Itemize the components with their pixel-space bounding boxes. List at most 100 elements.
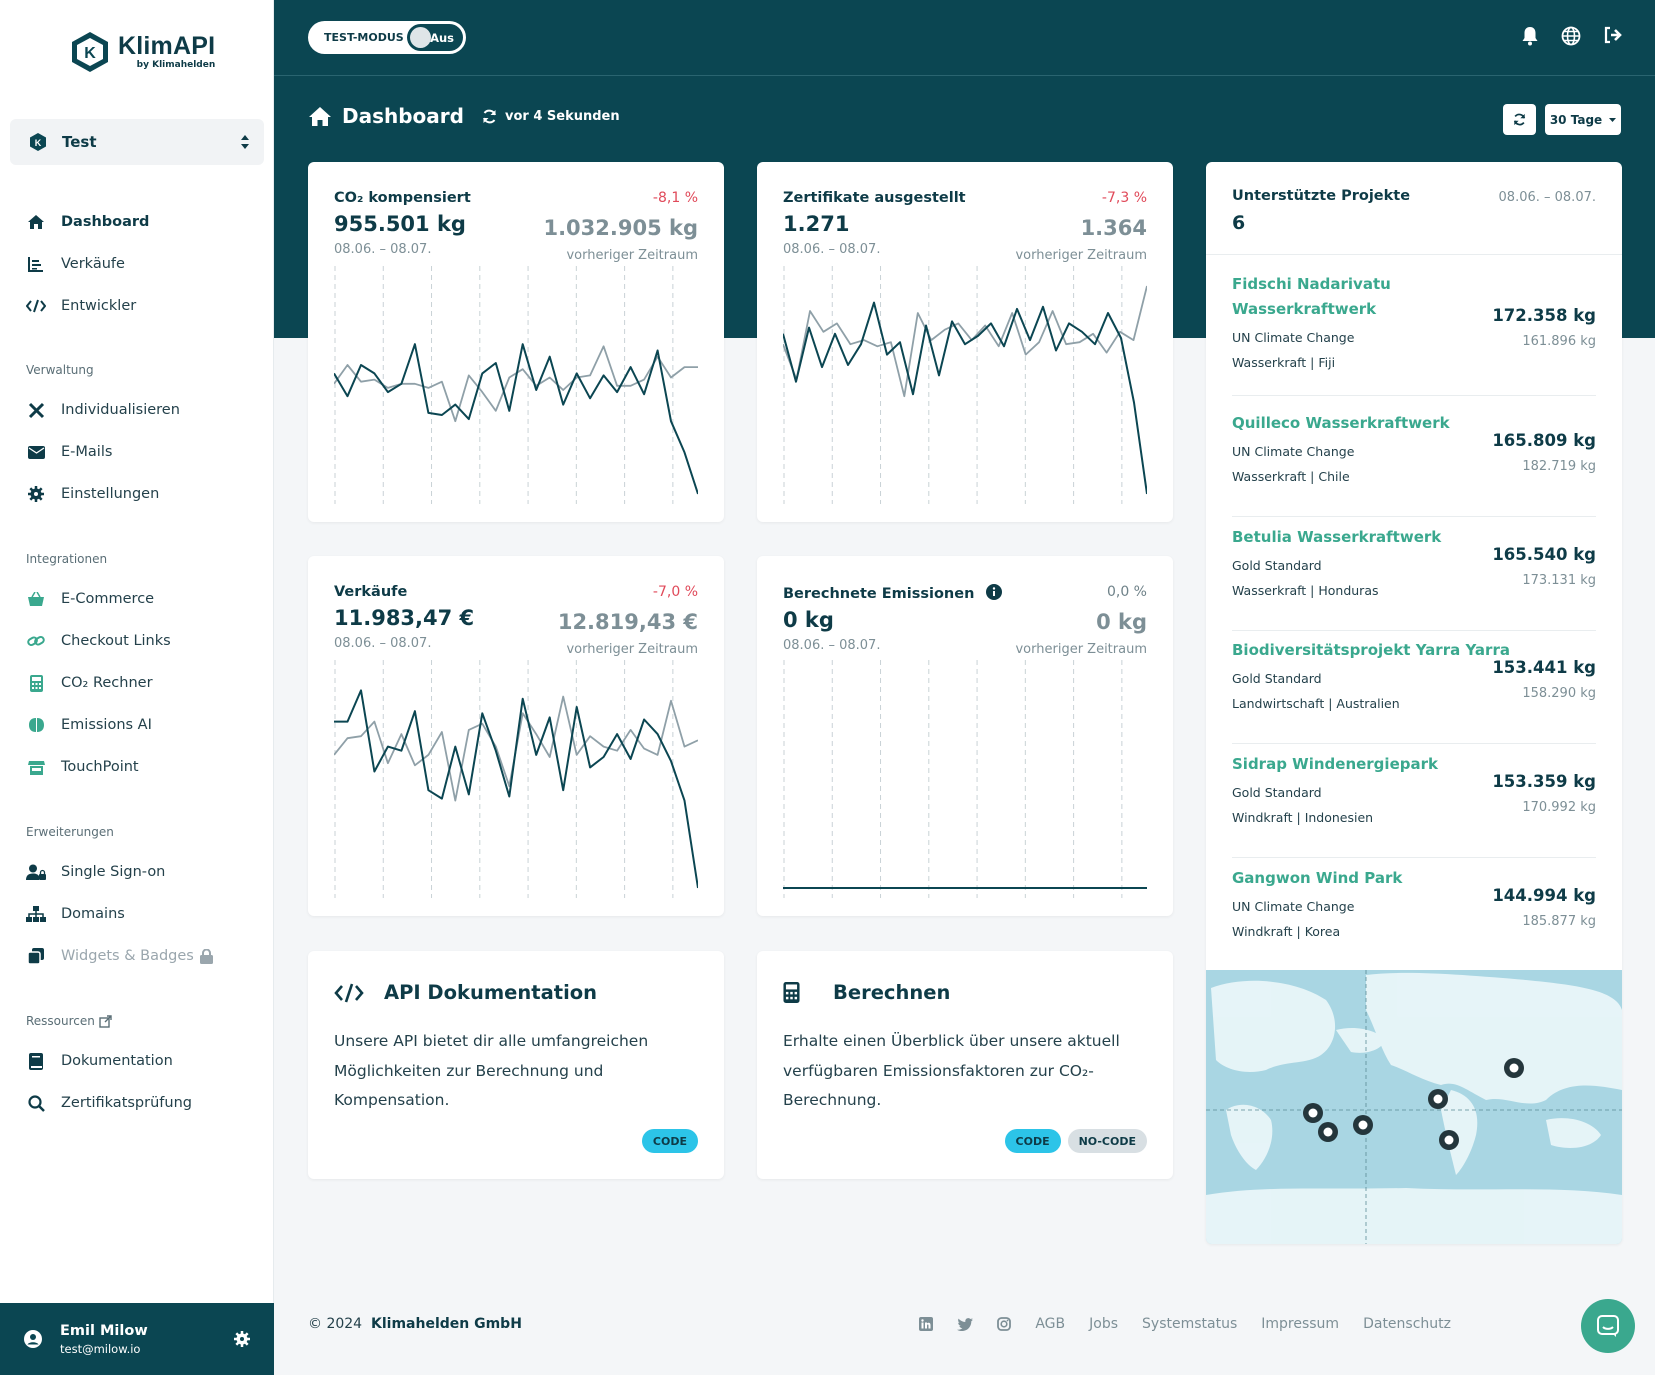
code-icon: [334, 983, 364, 1003]
logo-hexagon-icon: K: [72, 32, 108, 72]
card-text: Erhalte einen Überblick über unsere aktu…: [783, 1032, 1120, 1109]
footer-link-datenschutz[interactable]: Datenschutz: [1363, 1316, 1451, 1332]
series-previous-line: [334, 345, 698, 423]
nav-emails[interactable]: E-Mails: [0, 431, 274, 473]
footer-link-agb[interactable]: AGB: [1035, 1316, 1066, 1332]
instagram-icon[interactable]: [997, 1317, 1012, 1331]
projects-title: Unterstützte Projekte: [1232, 188, 1411, 204]
stat-value: 11.983,47 €: [334, 606, 475, 630]
test-mode-toggle[interactable]: Aus: [407, 24, 463, 51]
sync-icon[interactable]: [482, 109, 497, 124]
user-settings-gear-icon[interactable]: [234, 1331, 250, 1347]
project-item[interactable]: Quilleco Wasserkraftwerk UN Climate Chan…: [1232, 411, 1596, 517]
nav-domains[interactable]: Domains: [0, 893, 274, 935]
nav-label: E-Mails: [61, 444, 113, 460]
nav-zertifikatspruefung[interactable]: Zertifikatsprüfung: [0, 1082, 274, 1124]
section-title: Verwaltung: [26, 363, 94, 377]
nav-co2-rechner[interactable]: CO₂ Rechner: [0, 662, 274, 704]
lock-icon: [199, 948, 213, 964]
date-range-value: 30 Tage: [1549, 112, 1603, 127]
linkedin-icon[interactable]: [919, 1317, 934, 1331]
project-kind: Wasserkraft | Honduras: [1232, 583, 1379, 598]
project-item[interactable]: Biodiversitätsprojekt Yarra Yarra Gold S…: [1232, 638, 1596, 744]
footer-link-systemstatus[interactable]: Systemstatus: [1142, 1316, 1238, 1332]
stat-value: 0 kg: [783, 608, 834, 632]
envelope-icon: [26, 442, 46, 462]
project-selector[interactable]: K Test: [10, 119, 264, 165]
stat-range: 08.06. – 08.07.: [783, 242, 881, 257]
nav-label: Zertifikatsprüfung: [61, 1095, 192, 1111]
nav-verkaeufe[interactable]: Verkäufe: [0, 243, 274, 285]
stat-value: 1.271: [783, 212, 850, 236]
chat-icon: [1597, 1315, 1619, 1337]
globe-icon[interactable]: [1561, 26, 1581, 46]
verkaeufe-line-chart: [334, 660, 698, 898]
map-marker: [1353, 1115, 1373, 1135]
refresh-button[interactable]: [1503, 104, 1536, 135]
project-standard: Gold Standard: [1232, 671, 1322, 686]
nav-single-sign-on[interactable]: Single Sign-on: [0, 851, 274, 893]
test-mode-switch[interactable]: TEST-MODUS Aus: [308, 21, 466, 54]
project-item[interactable]: Fidschi Nadarivatu Wasserkraftwerk UN Cl…: [1232, 272, 1596, 396]
stat-card-co2: CO₂ kompensiert -8,1 % 955.501 kg 1.032.…: [308, 162, 724, 522]
project-name[interactable]: Fidschi Nadarivatu Wasserkraftwerk: [1232, 275, 1391, 318]
clone-icon: [26, 946, 46, 966]
project-item[interactable]: Sidrap Windenergiepark Gold Standard Win…: [1232, 752, 1596, 858]
project-name[interactable]: Gangwon Wind Park: [1232, 869, 1403, 887]
project-item[interactable]: Betulia Wasserkraftwerk Gold Standard Wa…: [1232, 525, 1596, 631]
footer-link-impressum[interactable]: Impressum: [1261, 1316, 1340, 1332]
stat-previous-value: 1.032.905 kg: [543, 216, 698, 240]
emissionen-line-chart: [783, 660, 1147, 898]
copyright-year: © 2024: [308, 1316, 363, 1332]
footer-link-jobs[interactable]: Jobs: [1089, 1316, 1119, 1332]
nav-entwickler-label: Entwickler: [61, 298, 137, 314]
card-title: API Dokumentation: [384, 981, 598, 1004]
sitemap-icon: [26, 904, 46, 924]
project-name[interactable]: Betulia Wasserkraftwerk: [1232, 528, 1442, 546]
nav-widgets-badges[interactable]: Widgets & Badges: [0, 935, 274, 977]
nav-checkout-links[interactable]: Checkout Links: [0, 620, 274, 662]
date-range-dropdown[interactable]: 30 Tage: [1545, 104, 1621, 135]
nav-einstellungen[interactable]: Einstellungen: [0, 473, 274, 515]
project-name[interactable]: Biodiversitätsprojekt Yarra Yarra: [1232, 641, 1510, 659]
twitter-icon[interactable]: [957, 1317, 974, 1331]
stat-range: 08.06. – 08.07.: [334, 242, 432, 257]
nav-individualisieren[interactable]: Individualisieren: [0, 389, 274, 431]
logout-icon[interactable]: [1603, 26, 1623, 44]
stat-label: Verkäufe: [334, 584, 408, 600]
nav-dokumentation[interactable]: Dokumentation: [0, 1040, 274, 1082]
info-icon[interactable]: [986, 584, 1003, 600]
berechnen-card[interactable]: Berechnen Erhalte einen Überblick über u…: [757, 951, 1173, 1179]
nav-dashboard[interactable]: Dashboard: [0, 201, 274, 243]
nav-label: Dokumentation: [61, 1053, 173, 1069]
refresh-icon: [1513, 113, 1526, 126]
nav-ecommerce[interactable]: E-Commerce: [0, 578, 274, 620]
card-title: Berechnen: [833, 981, 951, 1004]
projects-range: 08.06. – 08.07.: [1498, 190, 1596, 205]
nav-entwickler[interactable]: Entwickler: [0, 285, 274, 327]
tag-no-code: NO-CODE: [1067, 1129, 1147, 1153]
projects-world-map[interactable]: [1206, 970, 1622, 1244]
project-item[interactable]: Gangwon Wind Park UN Climate Change Wind…: [1232, 866, 1596, 966]
chat-button[interactable]: [1581, 1299, 1635, 1353]
series-current-line: [783, 301, 1147, 495]
api-doc-card[interactable]: API Dokumentation Unsere API bietet dir …: [308, 951, 724, 1179]
nav-emissions-ai[interactable]: Emissions AI: [0, 704, 274, 746]
tag-code: CODE: [1004, 1129, 1061, 1153]
project-name[interactable]: Sidrap Windenergiepark: [1232, 755, 1438, 773]
page-title-row: Dashboard vor 4 Sekunden: [308, 104, 620, 128]
stat-previous-label: vorheriger Zeitraum: [566, 248, 698, 263]
company-name: Klimahelden GmbH: [371, 1316, 522, 1332]
project-value: 165.540 kg: [1492, 545, 1596, 564]
projects-card: Unterstützte Projekte 6 08.06. – 08.07. …: [1206, 162, 1622, 1244]
bell-icon[interactable]: [1521, 26, 1539, 46]
toggle-knob: [410, 27, 431, 48]
series-current-line: [334, 689, 698, 889]
klimapi-logo[interactable]: K KlimAPI by Klimahelden: [68, 30, 215, 74]
user-email: test@milow.io: [60, 1341, 141, 1356]
nav-touchpoint[interactable]: TouchPoint: [0, 746, 274, 788]
project-name[interactable]: Quilleco Wasserkraftwerk: [1232, 414, 1450, 432]
page-title: Dashboard: [342, 104, 464, 128]
project-logo-icon: K: [30, 133, 46, 151]
co2-line-chart: [334, 266, 698, 504]
